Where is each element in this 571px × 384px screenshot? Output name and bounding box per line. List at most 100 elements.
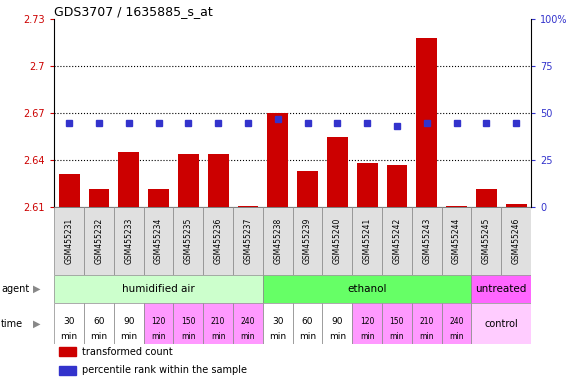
Text: percentile rank within the sample: percentile rank within the sample <box>82 365 247 375</box>
Bar <box>144 207 174 275</box>
Bar <box>203 303 233 344</box>
Text: GSM455232: GSM455232 <box>94 218 103 264</box>
Text: min: min <box>90 332 107 341</box>
Text: agent: agent <box>1 284 29 294</box>
Text: GSM455242: GSM455242 <box>392 218 401 264</box>
Text: 30: 30 <box>272 317 283 326</box>
Text: ethanol: ethanol <box>347 284 387 294</box>
Text: 60: 60 <box>302 317 313 326</box>
Bar <box>233 207 263 275</box>
Text: 240: 240 <box>241 317 255 326</box>
Text: GSM455236: GSM455236 <box>214 218 223 264</box>
Bar <box>238 206 258 207</box>
Text: 90: 90 <box>332 317 343 326</box>
Text: 150: 150 <box>181 317 196 326</box>
Bar <box>54 275 263 303</box>
Bar <box>501 207 531 275</box>
Bar <box>476 189 497 207</box>
Bar <box>267 113 288 207</box>
Text: untreated: untreated <box>476 284 527 294</box>
Text: GSM455237: GSM455237 <box>243 218 252 264</box>
Bar <box>174 207 203 275</box>
Text: min: min <box>151 332 166 341</box>
Text: 240: 240 <box>449 317 464 326</box>
Text: GDS3707 / 1635885_s_at: GDS3707 / 1635885_s_at <box>54 5 213 18</box>
Bar <box>292 303 323 344</box>
Text: ▶: ▶ <box>33 318 41 329</box>
Bar <box>263 275 472 303</box>
Bar <box>412 303 441 344</box>
Text: 90: 90 <box>123 317 135 326</box>
Bar <box>441 303 472 344</box>
Text: 120: 120 <box>360 317 375 326</box>
Bar <box>441 207 472 275</box>
Text: min: min <box>120 332 137 341</box>
Text: 60: 60 <box>93 317 104 326</box>
Bar <box>148 189 169 207</box>
Text: 120: 120 <box>151 317 166 326</box>
Bar <box>144 303 174 344</box>
Bar <box>263 303 292 344</box>
Bar <box>297 171 318 207</box>
Bar <box>472 207 501 275</box>
Bar <box>416 38 437 207</box>
Text: GSM455231: GSM455231 <box>65 218 74 264</box>
Text: GSM455240: GSM455240 <box>333 218 342 264</box>
Bar <box>323 303 352 344</box>
Text: min: min <box>181 332 196 341</box>
Bar <box>118 152 139 207</box>
Text: min: min <box>329 332 346 341</box>
Bar <box>327 137 348 207</box>
Text: GSM455244: GSM455244 <box>452 218 461 264</box>
Text: transformed count: transformed count <box>82 347 172 357</box>
Bar <box>472 303 531 344</box>
Text: GSM455235: GSM455235 <box>184 218 193 264</box>
Bar <box>357 164 377 207</box>
Text: ▶: ▶ <box>33 284 41 294</box>
Bar <box>352 207 382 275</box>
Bar <box>263 207 292 275</box>
Text: min: min <box>61 332 78 341</box>
Bar <box>59 366 76 375</box>
Bar <box>54 303 84 344</box>
Text: min: min <box>449 332 464 341</box>
Text: 150: 150 <box>389 317 404 326</box>
Bar <box>178 154 199 207</box>
Bar <box>84 207 114 275</box>
Text: min: min <box>299 332 316 341</box>
Text: time: time <box>1 318 23 329</box>
Bar <box>233 303 263 344</box>
Text: 210: 210 <box>211 317 226 326</box>
Text: GSM455233: GSM455233 <box>124 218 133 264</box>
Bar <box>114 207 144 275</box>
Text: min: min <box>269 332 286 341</box>
Bar <box>174 303 203 344</box>
Bar <box>412 207 441 275</box>
Bar <box>203 207 233 275</box>
Text: GSM455239: GSM455239 <box>303 218 312 264</box>
Bar <box>114 303 144 344</box>
Text: GSM455238: GSM455238 <box>274 218 282 264</box>
Text: control: control <box>484 318 518 329</box>
Bar <box>387 165 407 207</box>
Text: 30: 30 <box>63 317 75 326</box>
Text: GSM455234: GSM455234 <box>154 218 163 264</box>
Bar <box>59 347 76 356</box>
Text: min: min <box>241 332 255 341</box>
Bar <box>446 206 467 207</box>
Text: min: min <box>360 332 375 341</box>
Text: GSM455245: GSM455245 <box>482 218 491 264</box>
Text: GSM455246: GSM455246 <box>512 218 521 264</box>
Bar <box>382 207 412 275</box>
Bar <box>54 207 84 275</box>
Bar <box>292 207 323 275</box>
Bar <box>323 207 352 275</box>
Bar <box>472 275 531 303</box>
Bar <box>506 204 526 207</box>
Text: GSM455243: GSM455243 <box>422 218 431 264</box>
Bar <box>352 303 382 344</box>
Bar <box>208 154 228 207</box>
Bar <box>382 303 412 344</box>
Text: GSM455241: GSM455241 <box>363 218 372 264</box>
Text: min: min <box>211 332 226 341</box>
